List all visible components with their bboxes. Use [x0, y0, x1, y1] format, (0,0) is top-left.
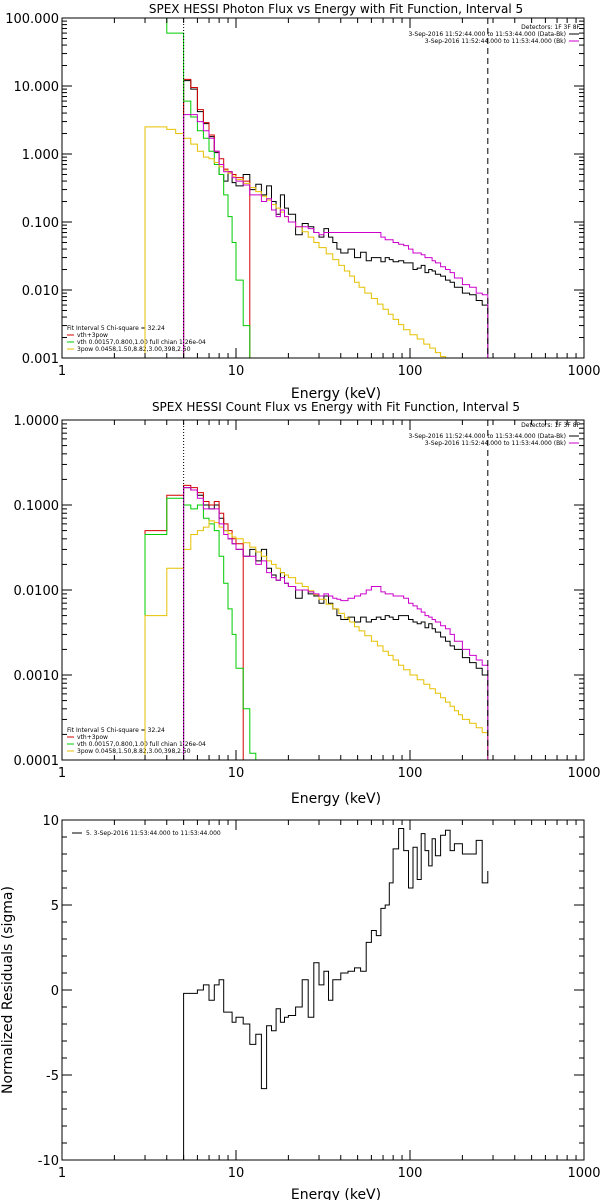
photon-legend-right-text: 3-Sep-2016 11:52:44.000 to 11:53:44.000 … [425, 38, 566, 45]
residuals-y-tick-label: -5 [46, 1069, 59, 1084]
count-x-axis-label: Energy (keV) [291, 791, 381, 807]
count-y-tick-label: 0.0001 [14, 754, 60, 769]
count-series-bk [183, 487, 489, 760]
photon-panel-title: SPEX HESSI Photon Flux vs Energy with Fi… [149, 2, 523, 16]
photon-legend-left-text: 3pow 0.0458,1.50,8.82,3.00,398,2.50 [77, 346, 191, 353]
residuals-series-group [183, 828, 489, 1160]
photon-y-tick-label: 100.000 [5, 12, 59, 27]
photon-y-tick-label: 0.001 [22, 352, 59, 367]
photon-series-group [62, 18, 489, 358]
count-x-tick-label: 10 [228, 766, 245, 781]
residuals-panel: Energy (keV) Normalized Residuals (sigma… [0, 814, 600, 1200]
count-y-tick-label: 0.1000 [14, 499, 60, 514]
count-y-tick-label: 1.0000 [14, 414, 60, 429]
count-legend-left-text: Fit Interval 5 Chi-square = 32.24 [67, 727, 165, 734]
count-x-tick-label: 100 [398, 766, 423, 781]
count-legend-left: Fit Interval 5 Chi-square = 32.24vth+3po… [67, 727, 206, 755]
photon-legend-left: Fit Interval 5 Chi-square = 32.24vth+3po… [67, 325, 206, 353]
photon-series-vth [62, 18, 256, 358]
residuals-x-axis-label: Energy (keV) [291, 1187, 381, 1200]
count-legend-left-text: 3pow 0.0458,1.50,8.82,3.00,398,2.50 [77, 748, 191, 755]
count-x-tick-label: 1000 [567, 766, 600, 781]
count-series-data-bk [183, 487, 489, 760]
photon-flux-panel: SPEX HESSI Photon Flux vs Energy with Fi… [5, 2, 600, 402]
photon-series-vth-3pow [183, 78, 251, 358]
count-y-tick-label: 0.0100 [14, 584, 60, 599]
count-series-group [144, 484, 489, 760]
residuals-series-5-3-sep-2016-11-53-44-000-to-11-53-44-000 [183, 828, 489, 1160]
photon-x-tick-label: 1000 [567, 364, 600, 379]
count-legend-left-text: vth+3pow [77, 734, 108, 741]
photon-x-tick-label: 1 [58, 364, 66, 379]
count-series-vth [144, 497, 257, 760]
count-legend-right-text: 3-Sep-2016 11:52:44.000 to 11:53:44.000 … [425, 440, 566, 447]
count-legend-right: 3-Sep-2016 11:52:44.000 to 11:53:44.000 … [408, 433, 579, 447]
residuals-legend: 5. 3-Sep-2016 11:53:44.000 to 11:53:44.0… [72, 830, 221, 837]
residuals-y-tick-label: -10 [38, 1154, 59, 1169]
photon-y-tick-label: 1.000 [22, 148, 59, 163]
residuals-legend-text: 5. 3-Sep-2016 11:53:44.000 to 11:53:44.0… [86, 830, 221, 837]
count-series-3pow [144, 520, 489, 760]
photon-legend-left-text: vth 0.00157,0.800,1.00 full chian 1.26e-… [77, 339, 206, 346]
count-x-tick-label: 1 [58, 766, 66, 781]
photon-x-tick-label: 10 [228, 364, 245, 379]
residuals-y-axis-label: Normalized Residuals (sigma) [0, 886, 16, 1094]
residuals-x-tick-label: 10 [228, 1166, 245, 1181]
count-flux-panel: SPEX HESSI Count Flux vs Energy with Fit… [14, 400, 600, 807]
residuals-y-tick-label: 0 [51, 984, 59, 999]
photon-y-tick-label: 0.010 [22, 284, 59, 299]
count-detectors-label: Detectors: 1F 3F 8F [521, 422, 580, 429]
count-y-tick-label: 0.0010 [14, 669, 60, 684]
residuals-y-tick-label: 10 [42, 814, 59, 829]
count-panel-title: SPEX HESSI Count Flux vs Energy with Fit… [152, 400, 520, 414]
photon-x-axis-label: Energy (keV) [291, 386, 381, 402]
count-legend-left-text: vth 0.00157,0.800,1.00 full chian 1.26e-… [77, 741, 206, 748]
photon-x-tick-label: 100 [398, 364, 423, 379]
photon-plot-frame [61, 17, 585, 359]
photon-y-tick-label: 0.100 [22, 216, 59, 231]
residuals-plot-frame [61, 819, 585, 1161]
photon-legend-left-text: Fit Interval 5 Chi-square = 32.24 [67, 325, 165, 332]
residuals-y-tick-label: 5 [51, 899, 59, 914]
photon-series-bk [183, 114, 489, 358]
photon-y-tick-label: 10.000 [14, 80, 60, 95]
residuals-x-tick-label: 100 [398, 1166, 423, 1181]
photon-series-data-bk [183, 80, 489, 358]
residuals-x-tick-label: 1000 [567, 1166, 600, 1181]
residuals-x-tick-label: 1 [58, 1166, 66, 1181]
photon-legend-right: 3-Sep-2016 11:52:44.000 to 11:53:44.000 … [408, 31, 579, 45]
count-series-vth-3pow [144, 484, 244, 760]
photon-series-3pow [144, 126, 477, 358]
photon-legend-left-text: vth+3pow [77, 332, 108, 339]
count-plot-frame [61, 419, 585, 761]
count-legend-right-text: 3-Sep-2016 11:52:44.000 to 11:53:44.000 … [408, 433, 566, 440]
photon-legend-right-text: 3-Sep-2016 11:52:44.000 to 11:53:44.000 … [408, 31, 566, 38]
photon-detectors-label: Detectors: 1F 3F 8F [521, 24, 580, 31]
